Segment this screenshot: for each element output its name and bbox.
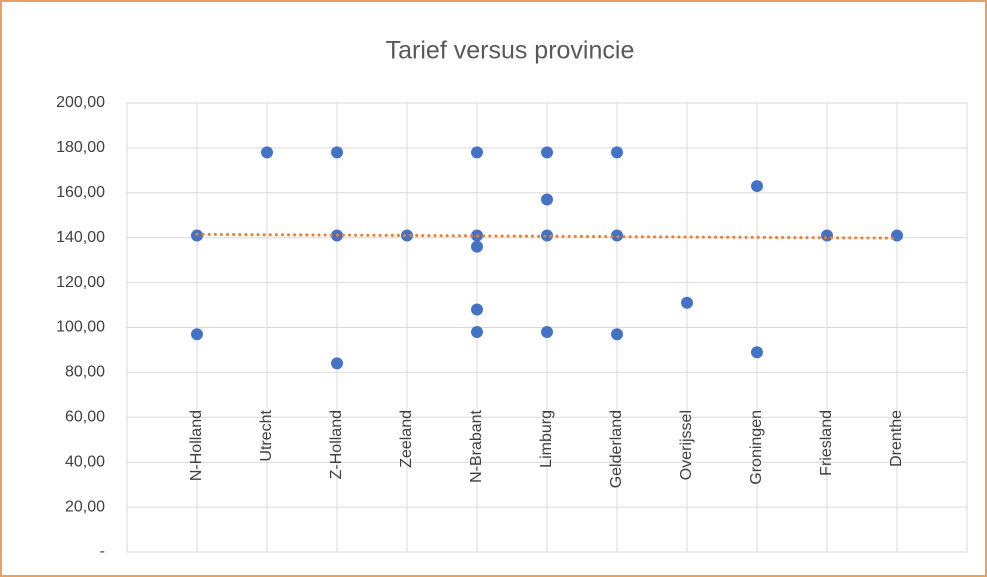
- point: [261, 146, 273, 159]
- x-tick-label: Utrecht: [258, 409, 275, 461]
- point: [331, 357, 343, 370]
- point: [471, 240, 483, 253]
- point: [611, 146, 623, 159]
- point: [401, 229, 413, 242]
- point: [541, 146, 553, 159]
- x-tick-label: Groningen: [748, 410, 765, 485]
- x-tick-label: Drenthe: [888, 410, 905, 467]
- y-tick-label: -: [100, 543, 105, 560]
- x-tick-label: Zeeland: [398, 410, 415, 468]
- y-tick-label: 140,00: [56, 229, 105, 246]
- x-tick-label: Z-Holland: [328, 410, 345, 479]
- y-tick-label: 160,00: [56, 184, 105, 201]
- y-tick-label: 80,00: [65, 364, 105, 381]
- point: [471, 146, 483, 159]
- point: [681, 296, 693, 309]
- point: [541, 193, 553, 206]
- trendline: [195, 232, 899, 240]
- point: [891, 229, 903, 242]
- y-tick-label: 200,00: [56, 94, 105, 111]
- y-tick-label: 40,00: [65, 453, 105, 470]
- x-tick-label: N-Brabant: [468, 409, 485, 482]
- point: [471, 325, 483, 338]
- point: [541, 229, 553, 242]
- y-tick-label: 120,00: [56, 274, 105, 291]
- point: [751, 180, 763, 193]
- point: [611, 328, 623, 341]
- point: [821, 229, 833, 242]
- x-tick-label: Overijssel: [678, 410, 695, 480]
- y-tick-label: 180,00: [56, 139, 105, 156]
- point: [751, 346, 763, 359]
- y-tick-label: 60,00: [65, 409, 105, 426]
- x-tick-label: N-Holland: [188, 410, 205, 481]
- x-tick-label: Friesland: [818, 410, 835, 476]
- point: [471, 303, 483, 316]
- point: [331, 146, 343, 159]
- x-tick-label: Gelderland: [608, 410, 625, 488]
- y-tick-label: 20,00: [65, 498, 105, 515]
- chart-title: Tarief versus provincie: [386, 37, 635, 65]
- x-tick-label: Limburg: [538, 410, 555, 468]
- y-tick-label: 100,00: [56, 319, 105, 336]
- point: [541, 325, 553, 338]
- point: [191, 328, 203, 341]
